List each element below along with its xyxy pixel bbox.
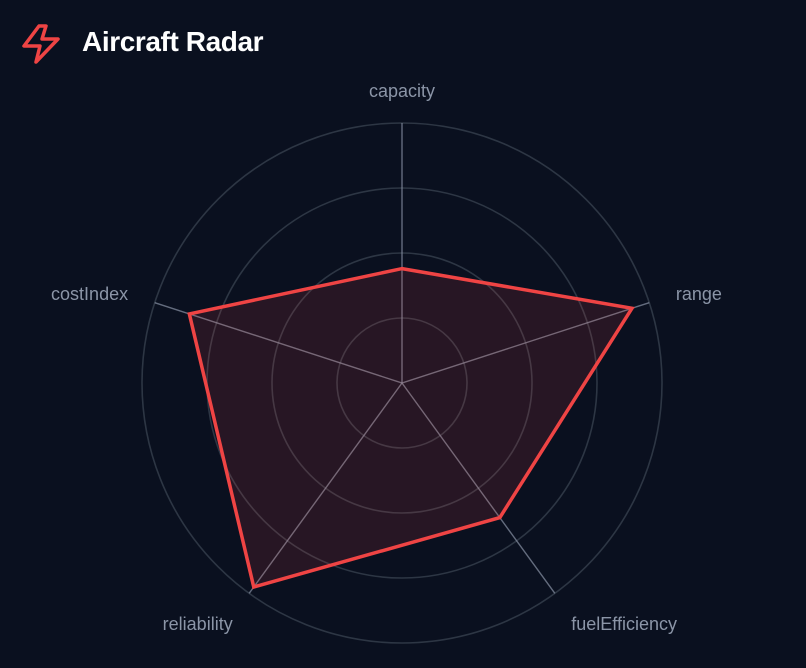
axis-spoke-range xyxy=(401,301,650,384)
axis-label-costIndex: costIndex xyxy=(51,284,128,304)
axis-spoke-reliability xyxy=(248,382,403,594)
axis-label-fuelEfficiency: fuelEfficiency xyxy=(571,614,677,634)
axis-label-capacity: capacity xyxy=(369,81,435,101)
axis-label-reliability: reliability xyxy=(163,614,233,634)
app-title: Aircraft Radar xyxy=(82,26,264,57)
axis-spoke-costIndex xyxy=(154,301,403,384)
axis-spoke-fuelEfficiency xyxy=(401,382,556,594)
axis-label-range: range xyxy=(676,284,722,304)
app-header: Aircraft Radar xyxy=(0,0,806,92)
lightning-bolt-icon xyxy=(22,24,60,64)
data-polygon xyxy=(187,266,635,590)
